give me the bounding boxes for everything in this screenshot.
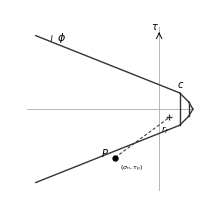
Text: $(\sigma_n, \tau_p)$: $(\sigma_n, \tau_p)$: [119, 164, 143, 174]
Text: P: P: [102, 149, 108, 159]
Text: c: c: [177, 80, 183, 90]
Text: $\tau$: $\tau$: [151, 22, 159, 32]
Text: $r_f$: $r_f$: [161, 124, 169, 136]
Text: $\phi$: $\phi$: [57, 31, 66, 45]
